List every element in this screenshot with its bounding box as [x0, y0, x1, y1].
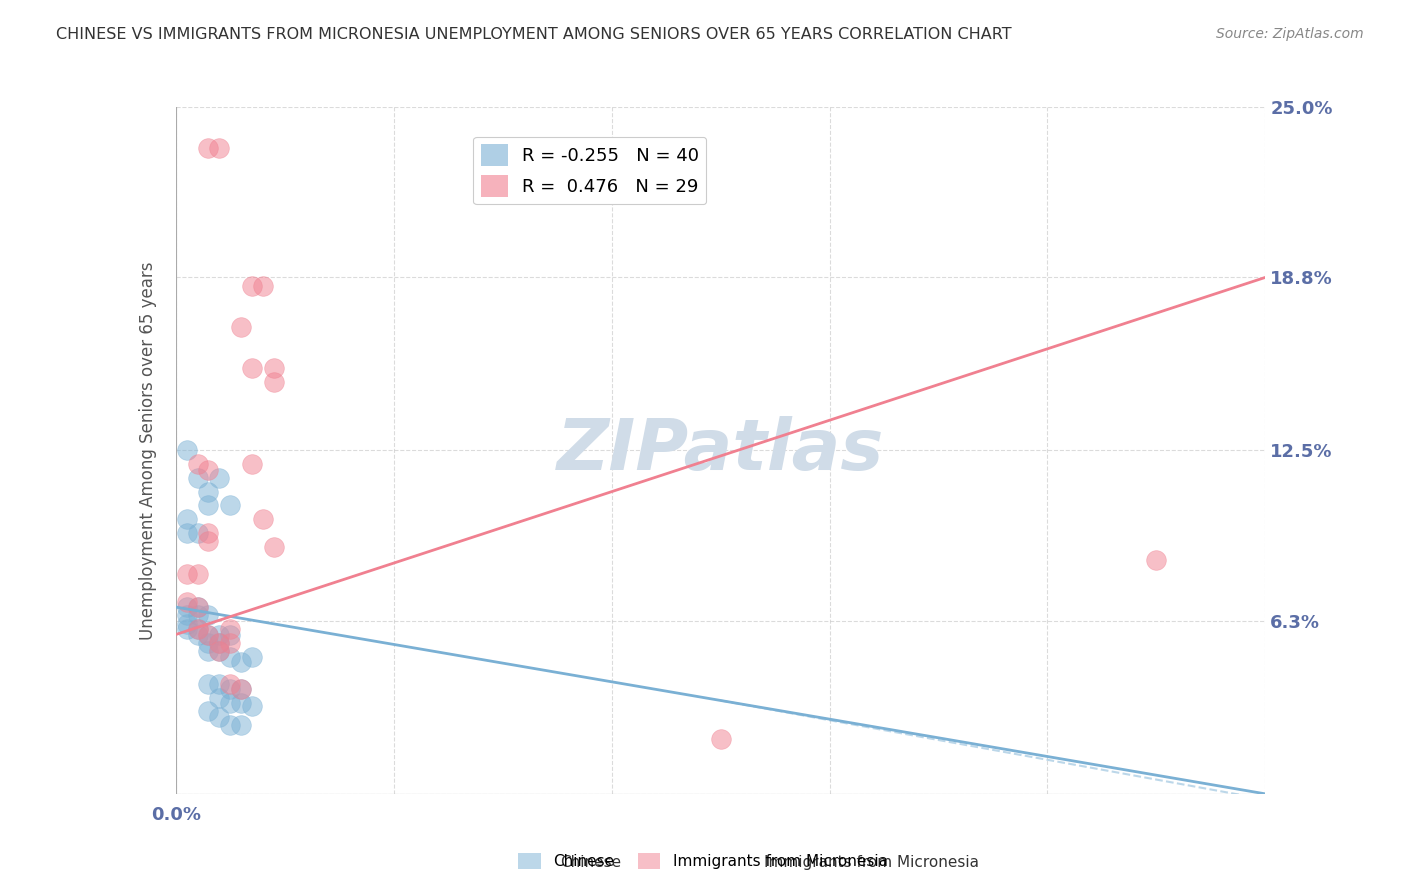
- Point: [197, 141, 219, 155]
- Point: [197, 636, 219, 650]
- Point: [176, 594, 198, 608]
- Point: [197, 534, 219, 549]
- Point: [252, 512, 274, 526]
- Point: [197, 608, 219, 623]
- Point: [240, 457, 263, 471]
- Text: Chinese: Chinese: [560, 855, 621, 870]
- Point: [186, 622, 209, 636]
- Point: [186, 471, 209, 485]
- Point: [231, 319, 253, 334]
- Point: [231, 682, 253, 697]
- Point: [208, 471, 231, 485]
- Point: [231, 718, 253, 732]
- Point: [186, 627, 209, 641]
- Point: [263, 375, 285, 389]
- Text: 0.0%: 0.0%: [150, 806, 201, 824]
- Point: [208, 636, 231, 650]
- Point: [219, 696, 242, 710]
- Point: [219, 499, 242, 513]
- Point: [252, 278, 274, 293]
- Point: [208, 644, 231, 658]
- Point: [176, 622, 198, 636]
- Point: [176, 600, 198, 615]
- Point: [176, 512, 198, 526]
- Point: [186, 608, 209, 623]
- Point: [208, 644, 231, 658]
- Point: [208, 636, 231, 650]
- Point: [176, 616, 198, 631]
- Point: [208, 690, 231, 705]
- Point: [197, 525, 219, 540]
- Point: [219, 682, 242, 697]
- Point: [240, 361, 263, 376]
- Point: [176, 443, 198, 458]
- Point: [219, 718, 242, 732]
- Legend: R = -0.255   N = 40, R =  0.476   N = 29: R = -0.255 N = 40, R = 0.476 N = 29: [474, 136, 706, 204]
- Point: [219, 649, 242, 664]
- Text: ZIPatlas: ZIPatlas: [557, 416, 884, 485]
- Point: [197, 644, 219, 658]
- Text: CHINESE VS IMMIGRANTS FROM MICRONESIA UNEMPLOYMENT AMONG SENIORS OVER 65 YEARS C: CHINESE VS IMMIGRANTS FROM MICRONESIA UN…: [56, 27, 1012, 42]
- Point: [208, 141, 231, 155]
- Point: [231, 655, 253, 669]
- Point: [197, 705, 219, 719]
- Point: [197, 463, 219, 477]
- Point: [197, 677, 219, 691]
- Point: [240, 649, 263, 664]
- Text: Source: ZipAtlas.com: Source: ZipAtlas.com: [1216, 27, 1364, 41]
- Point: [208, 627, 231, 641]
- Point: [710, 731, 733, 746]
- Point: [240, 278, 263, 293]
- Point: [186, 457, 209, 471]
- Point: [186, 600, 209, 615]
- Point: [186, 622, 209, 636]
- Y-axis label: Unemployment Among Seniors over 65 years: Unemployment Among Seniors over 65 years: [139, 261, 157, 640]
- Point: [231, 696, 253, 710]
- Point: [240, 698, 263, 713]
- Point: [231, 682, 253, 697]
- Point: [197, 499, 219, 513]
- Point: [176, 608, 198, 623]
- Text: Immigrants from Micronesia: Immigrants from Micronesia: [765, 855, 979, 870]
- Point: [197, 627, 219, 641]
- Point: [197, 484, 219, 499]
- Legend: Chinese, Immigrants from Micronesia: Chinese, Immigrants from Micronesia: [512, 847, 894, 875]
- Point: [208, 710, 231, 724]
- Point: [263, 361, 285, 376]
- Point: [186, 525, 209, 540]
- Point: [263, 540, 285, 554]
- Point: [219, 627, 242, 641]
- Point: [219, 677, 242, 691]
- Point: [186, 567, 209, 582]
- Point: [219, 622, 242, 636]
- Point: [197, 627, 219, 641]
- Point: [219, 636, 242, 650]
- Point: [1144, 553, 1167, 567]
- Point: [186, 600, 209, 615]
- Point: [176, 567, 198, 582]
- Point: [176, 525, 198, 540]
- Point: [208, 677, 231, 691]
